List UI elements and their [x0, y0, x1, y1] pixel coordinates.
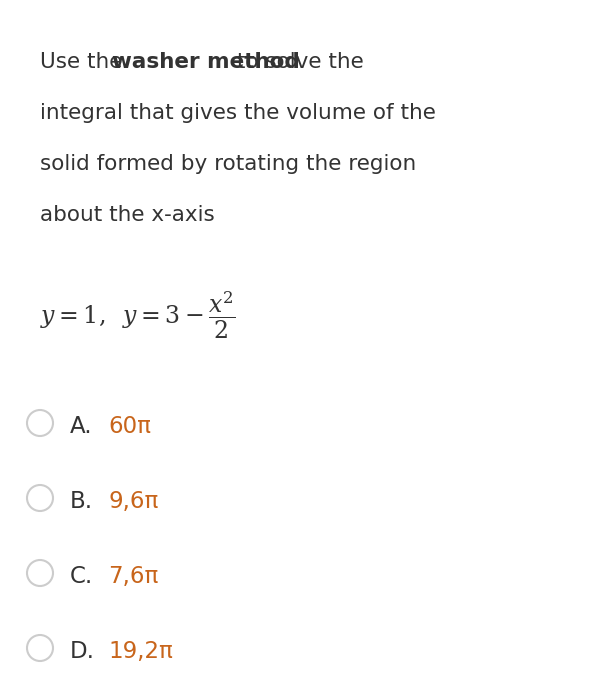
Text: 9,6π: 9,6π [108, 490, 158, 513]
Text: washer method: washer method [112, 52, 300, 72]
Text: solid formed by rotating the region: solid formed by rotating the region [40, 154, 416, 174]
Text: C.: C. [70, 565, 93, 588]
Text: 19,2π: 19,2π [108, 640, 173, 663]
Text: A.: A. [70, 415, 93, 438]
Text: D.: D. [70, 640, 95, 663]
Text: about the x-axis: about the x-axis [40, 205, 214, 225]
Text: integral that gives the volume of the: integral that gives the volume of the [40, 103, 436, 123]
Text: 60π: 60π [108, 415, 151, 438]
Text: Use the: Use the [40, 52, 130, 72]
Text: 7,6π: 7,6π [108, 565, 158, 588]
Text: $y = 1, \;\; y = 3 - \dfrac{x^2}{2}$: $y = 1, \;\; y = 3 - \dfrac{x^2}{2}$ [40, 290, 236, 341]
Text: B.: B. [70, 490, 93, 513]
Text: to solve the: to solve the [230, 52, 364, 72]
